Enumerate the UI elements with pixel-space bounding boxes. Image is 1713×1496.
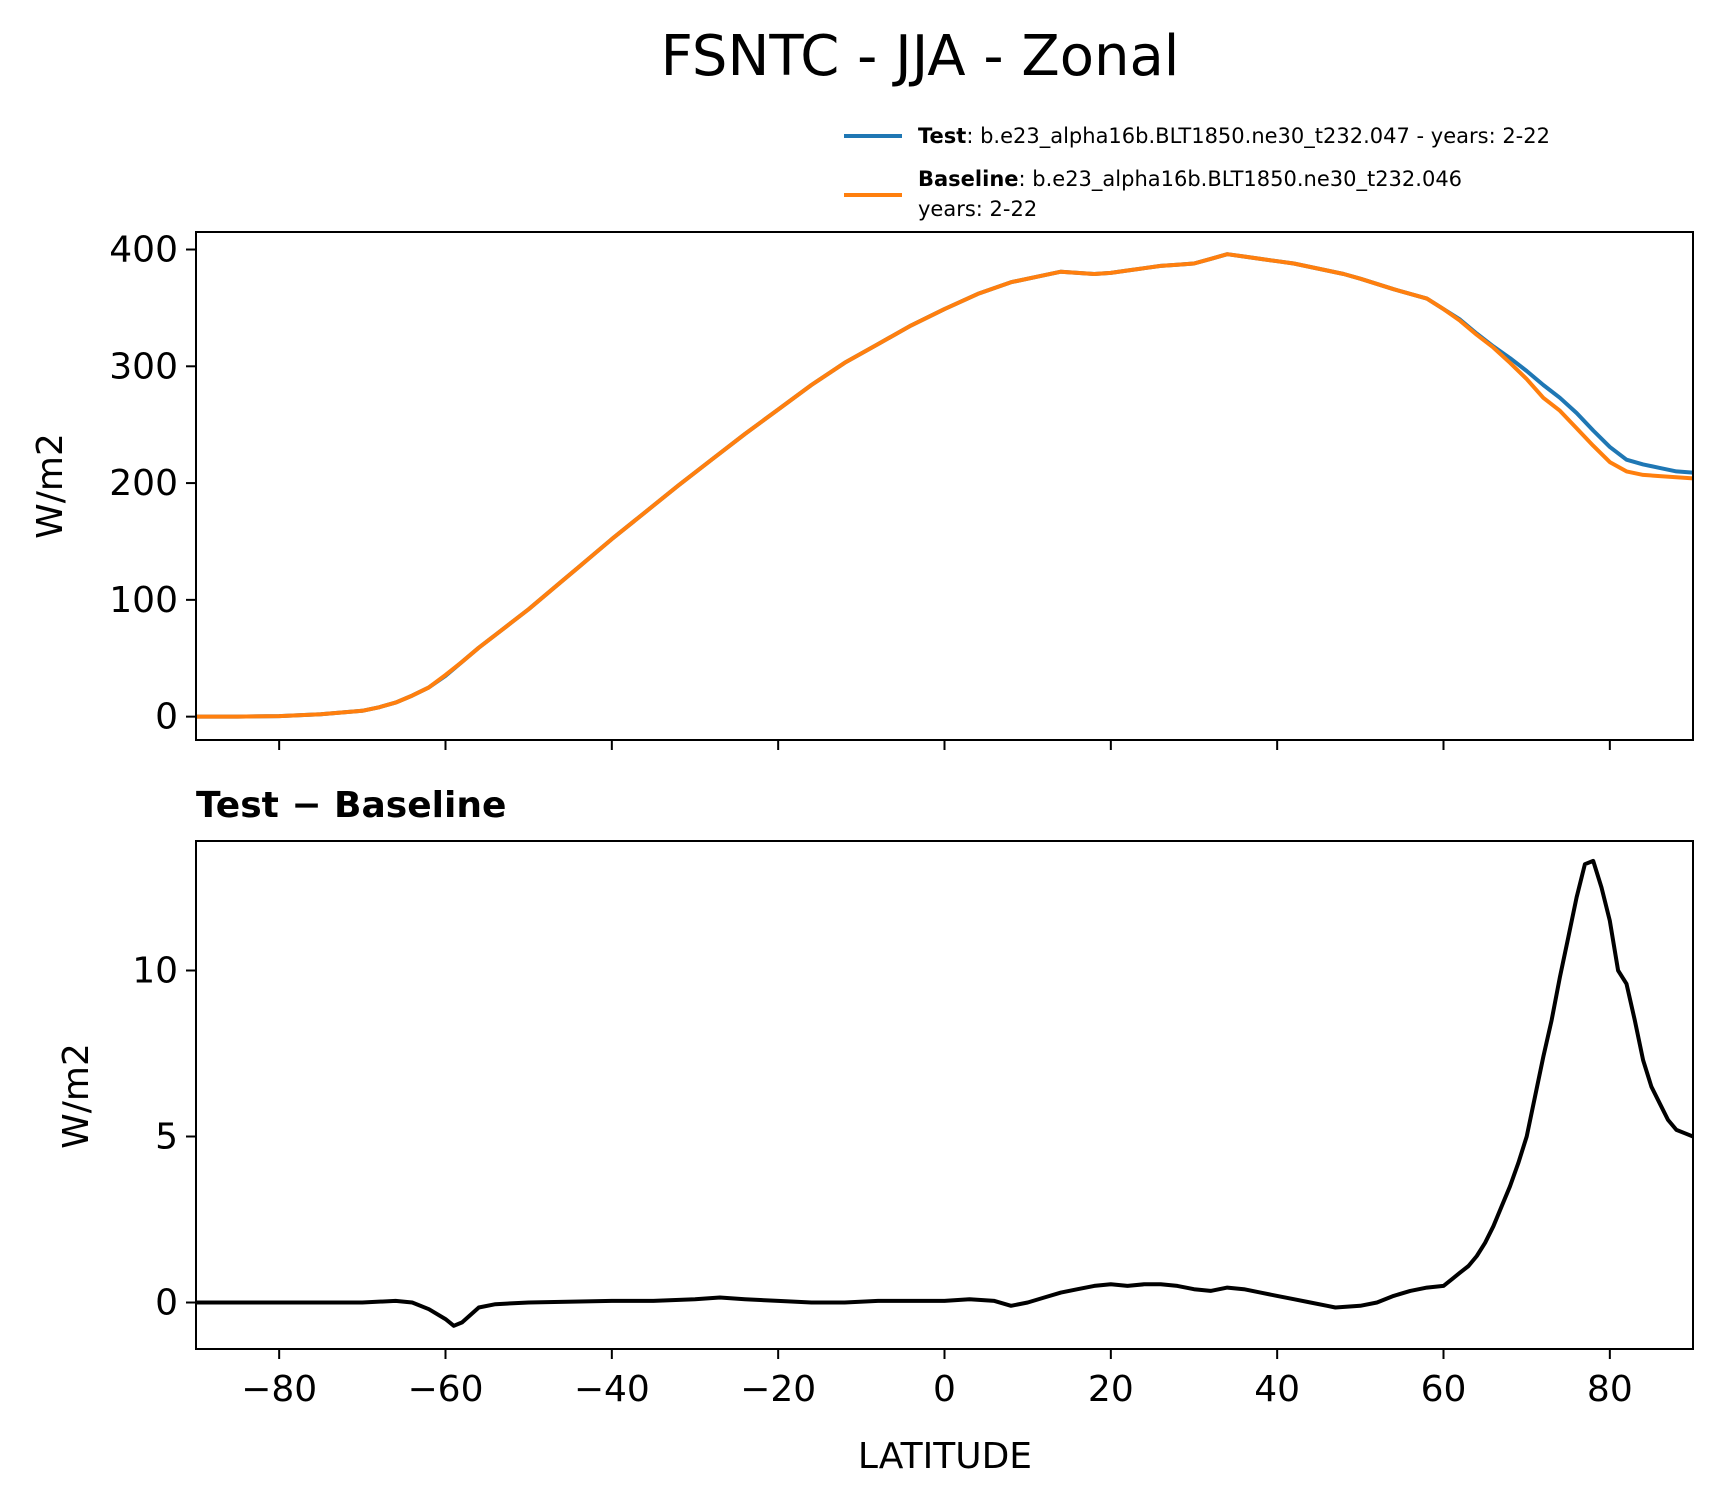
bottom-xtick-label: 0: [933, 1369, 956, 1410]
bottom-xtick-label: 60: [1421, 1369, 1467, 1410]
bottom-xtick-label: −60: [408, 1369, 484, 1410]
x-axis-label: LATITUDE: [858, 1436, 1032, 1477]
top-panel-frame: [195, 231, 1694, 741]
diff-panel-title: Test − Baseline: [196, 785, 506, 826]
bottom-panel: 0 5 10 −80 −60 −40 −20 0 20 40 60 80 W/m2 LATITUDE: [56, 840, 1694, 1477]
top-ytick-label: 300: [109, 346, 178, 387]
legend-baseline-years: years: 2-22: [918, 197, 1037, 221]
top-series-baseline-line: [196, 252, 1693, 719]
top-ytick-label: 200: [109, 463, 178, 504]
top-ytick-label: 0: [155, 697, 178, 738]
svg-text:Baseline: b.e23_alpha16b.BLT18: Baseline: b.e23_alpha16b.BLT1850.ne30_t2…: [918, 167, 1462, 192]
bottom-ytick-label: 5: [155, 1117, 178, 1158]
bottom-xtick-label: −80: [241, 1369, 317, 1410]
top-ylabel: W/m2: [30, 433, 71, 539]
bottom-panel-frame: [195, 840, 1694, 1350]
legend-baseline-text: : b.e23_alpha16b.BLT1850.ne30_t232.046: [1019, 167, 1463, 192]
bottom-xtick-label: 40: [1254, 1369, 1300, 1410]
top-series-test-line: [196, 252, 1693, 719]
bottom-series-test-baseline-line: [196, 858, 1693, 1328]
legend-baseline-name: Baseline: [918, 167, 1019, 191]
bottom-xtick-label: 20: [1088, 1369, 1134, 1410]
legend: Test: b.e23_alpha16b.BLT1850.ne30_t232.0…: [844, 124, 1550, 221]
top-ytick-label: 100: [109, 580, 178, 621]
bottom-ylabel: W/m2: [56, 1043, 97, 1149]
bottom-ytick-label: 0: [155, 1283, 178, 1324]
legend-test-text: : b.e23_alpha16b.BLT1850.ne30_t232.047 -…: [966, 124, 1550, 149]
bottom-xtick-label: −40: [574, 1369, 650, 1410]
bottom-ytick-label: 10: [132, 950, 178, 991]
svg-text:Test: b.e23_alpha16b.BLT1850.n: Test: b.e23_alpha16b.BLT1850.ne30_t232.0…: [918, 124, 1550, 149]
bottom-xtick-label: −20: [740, 1369, 816, 1410]
top-panel: 0 100 200 300 400 W/m2: [30, 230, 1694, 750]
legend-test-name: Test: [918, 124, 966, 148]
chart-title: FSNTC - JJA - Zonal: [661, 24, 1180, 89]
bottom-xtick-label: 80: [1587, 1369, 1633, 1410]
top-ytick-label: 400: [109, 230, 178, 271]
